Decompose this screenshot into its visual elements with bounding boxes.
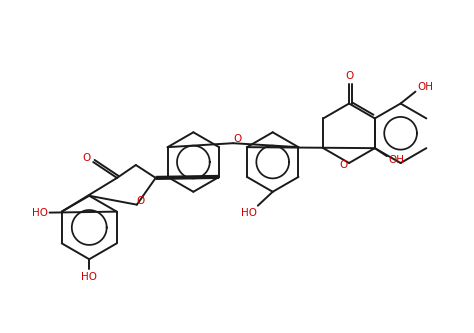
Text: O: O [137, 196, 145, 206]
Text: OH: OH [389, 155, 405, 165]
Text: O: O [339, 160, 347, 170]
Text: HO: HO [32, 207, 48, 217]
Text: HO: HO [81, 272, 97, 282]
Text: OH: OH [418, 82, 433, 92]
Text: HO: HO [241, 207, 257, 217]
Text: O: O [233, 134, 241, 144]
Text: O: O [82, 153, 91, 163]
Text: O: O [345, 71, 353, 81]
